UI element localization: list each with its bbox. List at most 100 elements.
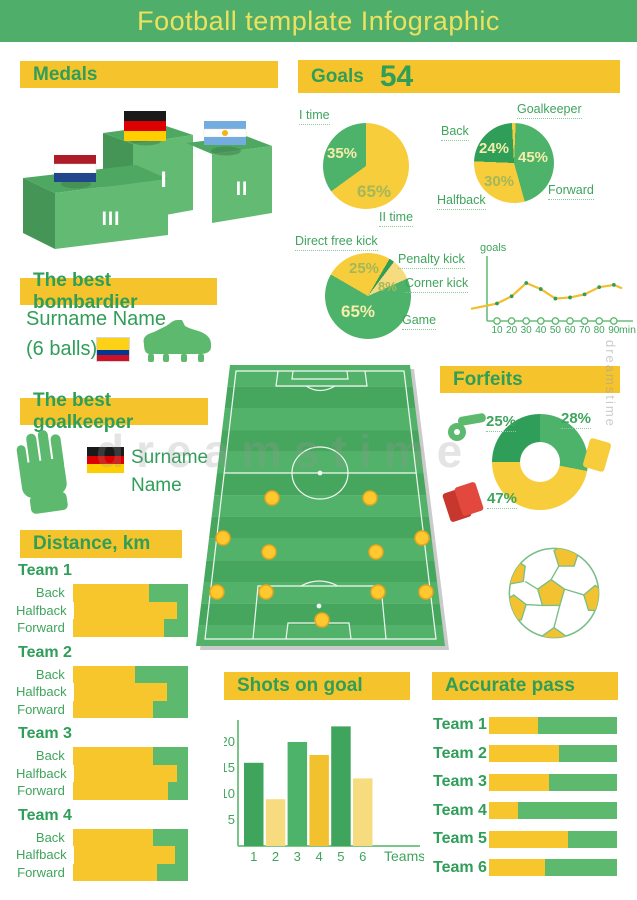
accurate-row: Team 2 <box>433 745 623 763</box>
distance-bar <box>72 584 188 602</box>
distance-bar <box>72 700 188 718</box>
forfeits-donut-chart <box>492 414 588 510</box>
accurate-bar <box>489 773 617 791</box>
podium-front-third <box>55 179 168 249</box>
slice-label: Goalkeeper <box>517 103 582 119</box>
shots-bar <box>287 742 308 846</box>
podium-side-third <box>23 178 55 249</box>
x-tick-label: 20 <box>506 325 518 335</box>
line-marker <box>495 301 499 306</box>
slice-label: Game <box>402 314 437 330</box>
team-label: Team 4 <box>18 806 72 824</box>
soccer-ball-icon <box>508 547 600 639</box>
team-label: Team 3 <box>18 725 72 742</box>
slice-pct: 25% <box>349 260 380 277</box>
distance-bar <box>72 863 188 881</box>
x-tick-label: 1 <box>250 849 257 864</box>
axis-tick-circle <box>507 317 516 325</box>
distance-bar <box>72 782 188 800</box>
distance-row-label: Forward <box>17 864 65 880</box>
slice-label: II time <box>379 211 414 227</box>
boot-icon <box>143 320 211 362</box>
accurate-bar <box>489 830 617 848</box>
shots-bar <box>309 755 329 846</box>
accurate-bar <box>489 745 617 762</box>
podium-front-second <box>212 146 272 223</box>
distance-team-block: Team 2 Back Halfback Forward <box>16 644 188 718</box>
team-label: Team 5 <box>433 830 487 847</box>
accurate-bar <box>489 859 617 876</box>
axis-tick-circle <box>522 317 531 325</box>
netherlands-flag <box>53 155 97 182</box>
yellow-card-icon <box>582 437 612 473</box>
accurate-bar-yellow <box>489 773 550 791</box>
team-label: Team 1 <box>18 562 72 579</box>
slice-pct: 65% <box>357 182 392 201</box>
x-tick-label: 80 <box>594 325 606 335</box>
place-third: III <box>102 209 121 230</box>
forfeits-header: Forfeits <box>440 366 620 393</box>
x-tick-label: 90 <box>608 325 620 335</box>
distance-bar <box>72 828 188 846</box>
x-tick-label: 30 <box>521 325 533 335</box>
distance-row-label: Forward <box>17 783 65 798</box>
line-marker <box>597 285 602 290</box>
x-tick-label: 10 <box>491 325 503 335</box>
axis-tick-circle <box>566 317 574 325</box>
team-label: Team 1 <box>433 716 487 733</box>
distance-bar-yellow <box>74 683 168 701</box>
slice-label: Corner kick <box>405 277 469 293</box>
germany-flag <box>87 447 124 473</box>
distance-bar-yellow <box>74 846 176 864</box>
accurate-header: Accurate pass <box>432 672 618 700</box>
accurate-pass-chart: Team 1 Team 2 Team 3 Team 4 Team 5 Team 6 <box>433 716 623 887</box>
place-second: II <box>236 179 249 200</box>
goalkeeper-header: The best goalkeeper <box>20 390 208 433</box>
shots-bar <box>244 762 264 846</box>
distance-bar-yellow <box>72 619 164 637</box>
axis-tick-circle <box>580 317 589 325</box>
x-tick-label: 2 <box>272 849 279 864</box>
bombardier-balls: (6 balls) <box>26 338 98 360</box>
x-tick-label: 60 <box>564 325 576 335</box>
accurate-bar-yellow <box>489 802 519 819</box>
accurate-bar <box>489 716 617 734</box>
distance-row-label: Back <box>35 748 65 763</box>
distance-row: Forward <box>16 619 188 637</box>
distance-row-label: Back <box>35 666 65 682</box>
distance-row: Halfback <box>16 846 188 864</box>
forfeit-pct: 25% <box>486 413 517 432</box>
axis-tick-circle <box>551 317 560 325</box>
x-tick-label: 3 <box>294 849 301 864</box>
accurate-row: Team 4 <box>433 802 623 820</box>
distance-row-label: Forward <box>17 620 65 635</box>
distance-team-block: Team 3 Back Halfback Forward <box>16 725 188 800</box>
distance-bar <box>74 683 188 701</box>
kick-pie-chart <box>325 253 411 339</box>
shots-bar <box>353 778 373 846</box>
distance-bar-yellow <box>74 764 177 782</box>
distance-team-block: Team 4 Back Halfback Forward <box>16 806 188 881</box>
y-tick-label: 5 <box>228 812 235 827</box>
distance-row-label: Forward <box>17 701 65 717</box>
shots-header: Shots on goal <box>224 672 410 700</box>
accurate-row: Team 1 <box>433 716 623 734</box>
page-title: Football template Infographic <box>137 5 500 36</box>
goals-header: Goals 54 <box>298 60 620 93</box>
distance-row: Back <box>16 584 188 602</box>
distance-row: Forward <box>16 863 188 881</box>
argentina-flag <box>203 121 247 145</box>
distance-bar <box>72 747 188 765</box>
player-dots <box>209 490 434 628</box>
distance-bar-yellow <box>74 601 177 619</box>
distance-header: Distance, km <box>20 530 182 558</box>
x-tick-label: 4 <box>315 849 322 864</box>
team-label: Team 4 <box>433 801 487 819</box>
distance-bar-yellow <box>72 665 135 683</box>
distance-bar <box>72 619 188 637</box>
line-marker <box>568 295 572 300</box>
bombardier-name: Surname Name <box>26 308 167 330</box>
